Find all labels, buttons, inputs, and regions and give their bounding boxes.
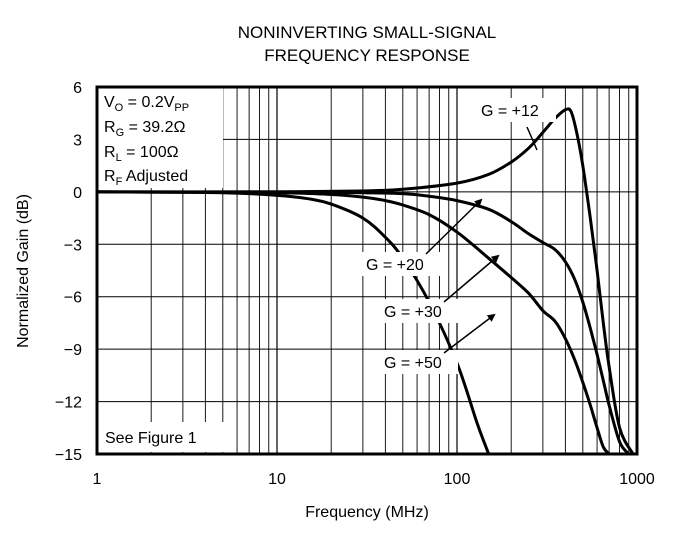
y-tick-label: 0 (73, 185, 82, 202)
chart-title-line-1: NONINVERTING SMALL-SIGNAL (237, 23, 497, 42)
curve-label: G = +30 (384, 304, 442, 321)
x-tick-label: 1 (93, 471, 102, 488)
conditions-box: VO = 0.2VPP RG = 39.2Ω RL = 100Ω RF Adju… (98, 88, 223, 188)
curve-label: G = +12 (481, 103, 539, 120)
x-tick-label: 1000 (619, 471, 655, 488)
curve-label-background (378, 350, 458, 374)
curve-label-background (474, 98, 556, 122)
series-line-3 (97, 190, 491, 455)
curve-label-background (360, 252, 440, 276)
axis-ticks: 1 10 100 1000 6 3 0 −3 −6 −9 −12 −15 (55, 80, 655, 488)
curve-label-arrow (443, 313, 496, 354)
y-tick-label: −15 (55, 447, 82, 464)
x-axis-label: Frequency (MHz) (305, 504, 429, 521)
curve-label-leader (526, 126, 538, 151)
series-line-1 (97, 190, 630, 455)
series-line-2 (97, 190, 611, 455)
condition-rl: RL = 100Ω (104, 144, 179, 164)
figure-note-box: See Figure 1 (98, 422, 224, 452)
condition-rg: RG = 39.2Ω (104, 119, 186, 139)
curve-label-arrow (425, 198, 483, 255)
curve-label-arrow (443, 254, 500, 303)
x-tick-label: 10 (268, 471, 286, 488)
y-tick-label: 3 (73, 132, 82, 149)
gain-curves (97, 107, 635, 455)
curve-label: G = +50 (384, 355, 442, 372)
y-tick-label: −6 (64, 290, 82, 307)
chart-title-line-2: FREQUENCY RESPONSE (264, 46, 470, 65)
y-tick-label: −3 (64, 237, 82, 254)
curve-label-background (378, 299, 458, 323)
y-axis-label: Normalized Gain (dB) (15, 194, 32, 348)
y-tick-label: −12 (55, 395, 82, 412)
y-tick-label: 6 (73, 80, 82, 97)
plot-frame (95, 85, 639, 456)
curve-labels: G = +12 G = +20 G = +30 G = +50 (360, 98, 556, 374)
curve-label: G = +20 (366, 257, 424, 274)
figure-note: See Figure 1 (105, 430, 197, 447)
condition-rf: RF Adjusted (104, 168, 188, 188)
condition-vo: VO = 0.2VPP (104, 94, 189, 114)
y-tick-label: −9 (64, 342, 82, 359)
figure-note-background (98, 422, 224, 452)
x-tick-label: 100 (444, 471, 471, 488)
conditions-box-background (98, 88, 223, 188)
